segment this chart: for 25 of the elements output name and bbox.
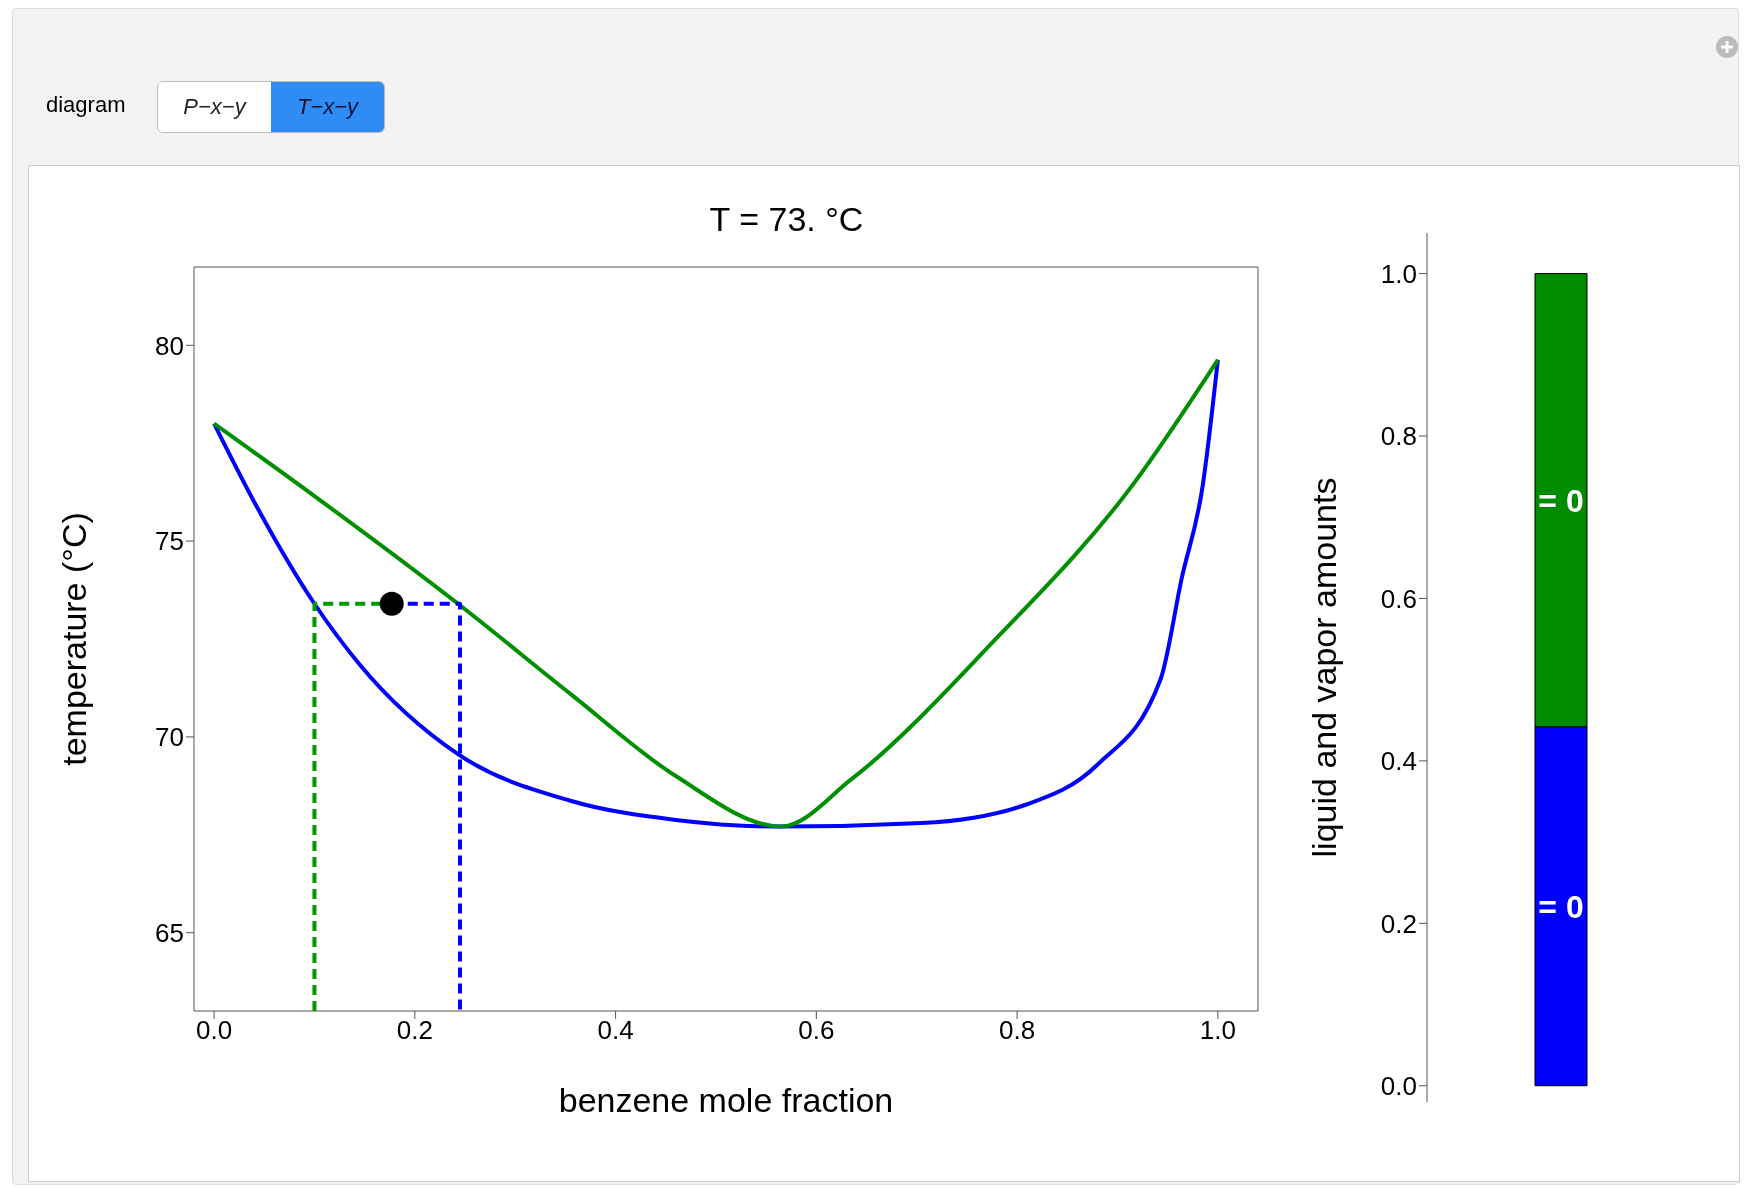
chart-title: T = 73. °C — [708, 200, 865, 239]
y-tick-label: 80 — [155, 330, 184, 361]
text: P−x−y — [158, 82, 271, 132]
x-tick-label: 0.2 — [396, 1015, 433, 1046]
text: T−x−y — [271, 82, 384, 132]
y-tick-label: 75 — [155, 526, 184, 557]
text: diagram — [46, 92, 126, 118]
y-tick-label: 0.8 — [1380, 421, 1417, 452]
x-tick-label: 1.0 — [1199, 1015, 1236, 1046]
y-tick-label: 0.4 — [1380, 746, 1417, 777]
x-tick-label: 0.8 — [999, 1015, 1036, 1046]
x-tick-label: 0.6 — [798, 1015, 835, 1046]
annotation: = 0 — [1538, 889, 1584, 926]
x-tick-label: 0.4 — [597, 1015, 634, 1046]
y-tick-label: 70 — [155, 722, 184, 753]
y-tick-label: 0.0 — [1380, 1070, 1417, 1101]
x-axis-title: benzene mole fraction — [558, 1081, 894, 1119]
y-tick-label: 1.0 — [1380, 258, 1417, 289]
y-axis-title: liquid and vapor amounts — [1305, 477, 1344, 858]
y-tick-label: 0.2 — [1380, 908, 1417, 939]
annotation: = 0 — [1538, 483, 1584, 520]
y-tick-label: 65 — [155, 917, 184, 948]
y-axis-title: temperature (°C) — [55, 512, 94, 766]
y-tick-label: 0.6 — [1380, 583, 1417, 614]
x-tick-label: 0.0 — [196, 1015, 233, 1046]
